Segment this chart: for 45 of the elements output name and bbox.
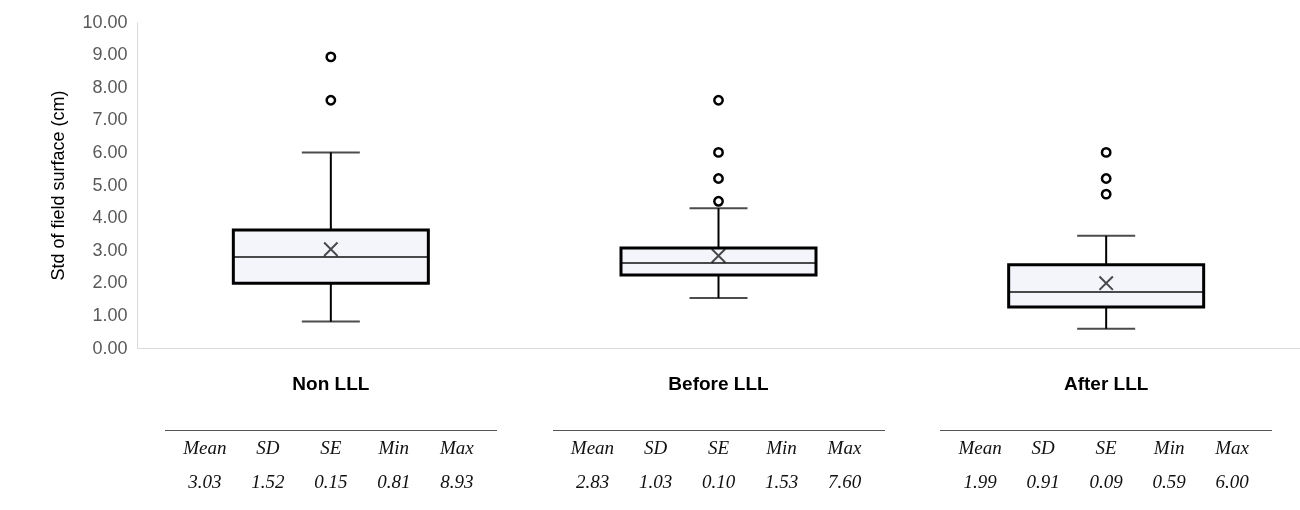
text: 0.10 xyxy=(700,471,737,493)
text: 8.93 xyxy=(439,471,475,493)
y-tick-label: 0.00 xyxy=(92,337,128,358)
text: SE xyxy=(706,437,731,459)
y-tick-label: 5.00 xyxy=(92,174,128,195)
text: 0.09 xyxy=(1088,471,1124,493)
text: Mean xyxy=(182,437,228,459)
text: 0.81 xyxy=(376,471,412,493)
text: Max xyxy=(438,437,475,459)
y-tick-label: 9.00 xyxy=(92,44,128,65)
y-tick-label: 6.00 xyxy=(92,141,128,162)
y-tick-label: 10.00 xyxy=(82,11,128,32)
text: 0.15 xyxy=(313,471,349,493)
x-tick-label: Before LLL xyxy=(668,372,770,394)
text: SD xyxy=(642,437,669,459)
text: Max xyxy=(826,437,863,459)
text: 1.99 xyxy=(962,471,998,493)
y-tick-label: 1.00 xyxy=(92,304,128,325)
x-tick-label: After LLL xyxy=(1063,372,1149,394)
y-tick-label: 3.00 xyxy=(92,239,128,260)
text: Mean xyxy=(569,437,616,459)
text: Min xyxy=(1152,437,1186,459)
text: 6.00 xyxy=(1214,471,1250,493)
text: 1.03 xyxy=(637,471,674,493)
text: 7.60 xyxy=(826,471,863,493)
y-tick-label: 8.00 xyxy=(92,76,128,97)
text: Min xyxy=(765,437,798,459)
y-tick-label: 4.00 xyxy=(92,207,128,228)
text: 3.03 xyxy=(187,471,223,493)
text: SD xyxy=(255,437,281,459)
text: SD xyxy=(1030,437,1056,459)
x-tick-label: Non LLL xyxy=(292,372,370,394)
y-tick-label: 2.00 xyxy=(92,272,128,293)
text: Min xyxy=(377,437,411,459)
text: 0.59 xyxy=(1151,471,1187,493)
text: 1.52 xyxy=(250,471,286,493)
text: 2.83 xyxy=(574,471,611,493)
text: Max xyxy=(1214,437,1251,459)
text: 0.91 xyxy=(1025,471,1061,493)
text: SE xyxy=(319,437,343,459)
text: Mean xyxy=(957,437,1003,459)
text: SE xyxy=(1094,437,1118,459)
text: 1.53 xyxy=(763,471,800,493)
y-axis-title: Std of field surface (cm) xyxy=(48,90,69,281)
y-tick-label: 7.00 xyxy=(92,109,128,130)
